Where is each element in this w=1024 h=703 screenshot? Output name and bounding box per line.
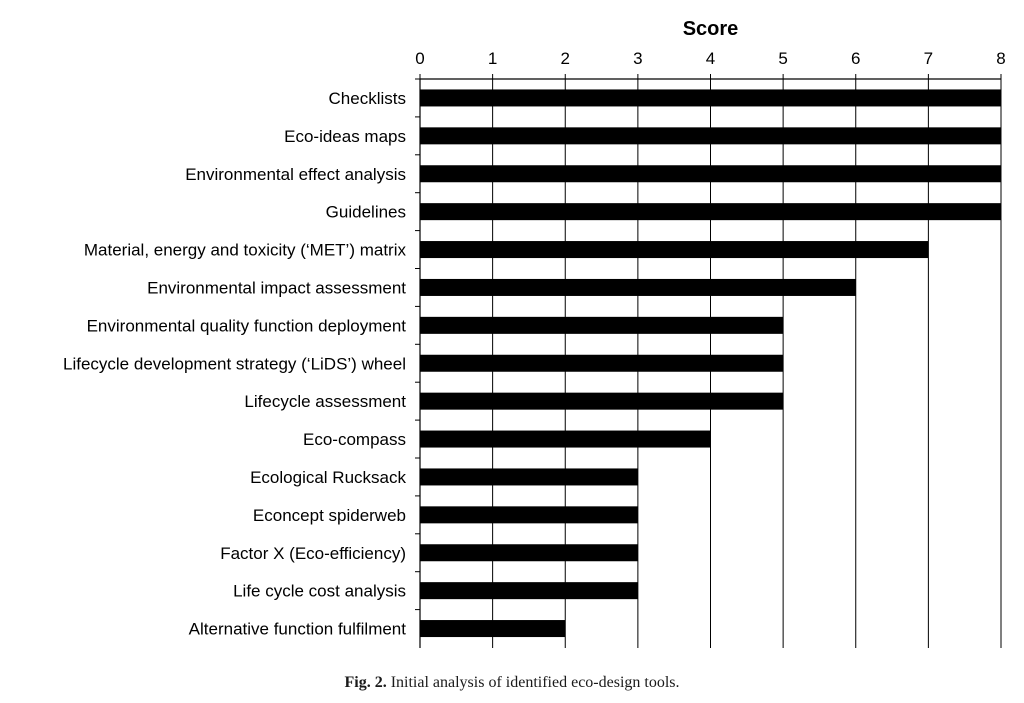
bar-6 — [420, 278, 856, 296]
bar-2 — [420, 127, 1001, 145]
bar-9 — [420, 392, 784, 410]
axes — [415, 74, 1002, 648]
category-label-15: Alternative function fulfilment — [189, 620, 407, 639]
bar-chart: Score 0 1 2 3 4 5 6 7 8 Checklists Eco-ideas maps… — [63, 18, 1006, 648]
category-label-8: Lifecycle development strategy (‘LiDS’) … — [63, 354, 406, 373]
category-label-2: Eco-ideas maps — [284, 127, 406, 146]
category-label-14: Life cycle cost analysis — [233, 582, 406, 601]
caption-label: Fig. 2. — [344, 674, 387, 691]
category-label-13: Factor X (Eco-efficiency) — [220, 544, 406, 563]
caption-text: Initial analysis of identified eco-desig… — [390, 674, 680, 691]
category-label-12: Econcept spiderweb — [253, 506, 406, 525]
bar-15 — [420, 620, 566, 638]
x-tick-label-5: 5 — [778, 49, 787, 68]
category-label-10: Eco-compass — [303, 430, 406, 449]
bar-8 — [420, 354, 784, 372]
x-tick-labels: 0 1 2 3 4 5 6 7 8 — [415, 49, 1005, 68]
bar-10 — [420, 430, 711, 448]
figure-caption: Fig. 2. Initial analysis of identified e… — [0, 674, 1024, 692]
bar-4 — [420, 203, 1001, 221]
x-tick-label-4: 4 — [706, 49, 715, 68]
x-tick-label-1: 1 — [488, 49, 497, 68]
category-label-4: Guidelines — [326, 203, 406, 222]
category-labels: Checklists Eco-ideas maps Environmental ef… — [63, 89, 406, 639]
x-axis-title: Score — [683, 18, 739, 40]
category-label-1: Checklists — [329, 89, 406, 108]
category-label-6: Environmental impact assessment — [147, 278, 406, 297]
x-tick-label-7: 7 — [924, 49, 933, 68]
category-label-9: Lifecycle assessment — [244, 392, 406, 411]
x-tick-label-6: 6 — [851, 49, 860, 68]
x-tick-label-8: 8 — [996, 49, 1005, 68]
bar-3 — [420, 165, 1001, 183]
category-label-3: Environmental effect analysis — [185, 165, 406, 184]
category-label-5: Material, energy and toxicity (‘MET’) ma… — [84, 241, 407, 260]
category-label-11: Ecological Rucksack — [250, 468, 406, 487]
bar-5 — [420, 241, 929, 259]
x-tick-label-0: 0 — [415, 49, 424, 68]
bars — [420, 89, 1001, 638]
bar-14 — [420, 582, 638, 600]
x-tick-label-3: 3 — [633, 49, 642, 68]
bar-1 — [420, 89, 1001, 107]
bar-11 — [420, 468, 638, 486]
category-label-7: Environmental quality function deploymen… — [87, 316, 407, 335]
x-tick-label-2: 2 — [561, 49, 570, 68]
bar-7 — [420, 316, 784, 334]
bar-12 — [420, 506, 638, 524]
bar-13 — [420, 544, 638, 562]
